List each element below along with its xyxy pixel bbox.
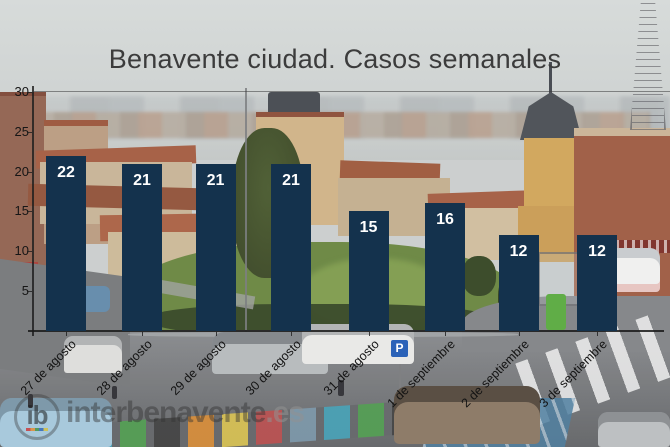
- x-tick-mark: [291, 332, 292, 336]
- watermark-brand-tld: .es: [265, 396, 305, 429]
- y-axis-line: [32, 86, 34, 336]
- watermark-logo-text: ib: [26, 399, 48, 430]
- photo-sign-pole: [399, 352, 401, 404]
- bar-value-label: 21: [282, 171, 300, 189]
- x-tick-mark: [66, 332, 67, 336]
- y-tick-mark: [27, 251, 32, 253]
- photo-recycle-bin: [546, 294, 566, 330]
- photo-car-silver-br: [598, 412, 670, 447]
- x-tick-mark: [518, 332, 520, 336]
- bar: [271, 163, 311, 331]
- photo-pedestrian-3: [338, 380, 344, 396]
- bar-value-label: 22: [57, 163, 75, 181]
- parking-sign: P: [391, 340, 408, 357]
- bar-value-label: 15: [359, 219, 378, 237]
- bar: [46, 155, 86, 331]
- y-tick-label: 25: [14, 123, 29, 139]
- y-tick-mark: [27, 211, 32, 213]
- chart-title: Benavente ciudad. Casos semanales: [108, 44, 562, 74]
- watermark-logo: ib: [14, 394, 60, 440]
- y-tick-mark: [27, 131, 32, 133]
- photo-bush-1: [462, 256, 496, 296]
- watermark-brand-name: interbenavente: [66, 396, 266, 429]
- y-tick-mark: [27, 291, 32, 293]
- y-tick-label: 10: [14, 243, 29, 259]
- bar: [577, 235, 617, 331]
- x-tick-mark: [445, 332, 446, 336]
- x-tick-mark: [142, 332, 143, 336]
- photo-church-spire: [549, 62, 552, 96]
- watermark-brand: interbenavente.es: [66, 396, 305, 430]
- bar: [122, 163, 162, 331]
- y-tick-label: 20: [14, 163, 29, 179]
- x-tick-mark: [215, 332, 217, 336]
- y-tick-label: 5: [21, 283, 29, 299]
- x-axis-line: [28, 330, 664, 332]
- bar-value-label: 21: [206, 171, 225, 189]
- bar: [348, 211, 389, 331]
- bar: [498, 235, 539, 331]
- bar: [195, 163, 236, 331]
- bar-value-label: 21: [133, 171, 151, 189]
- bar-value-label: 12: [588, 243, 606, 261]
- bar-value-label: 12: [509, 243, 528, 261]
- y-tick-mark: [27, 171, 32, 173]
- watermark: ib interbenavente.es: [14, 394, 305, 440]
- x-tick-mark: [597, 332, 598, 336]
- bar: [425, 203, 465, 331]
- y-tick-label: 30: [14, 83, 29, 99]
- photo-lamp-pole: [245, 88, 247, 332]
- gridline-30: [34, 91, 670, 92]
- photo-minivan-brown: [394, 386, 540, 444]
- x-tick-mark: [368, 332, 370, 336]
- photo-pedestrian-2: [112, 386, 117, 399]
- y-tick-label: 15: [14, 203, 29, 219]
- bar-value-label: 16: [436, 211, 454, 229]
- y-tick-mark: [27, 91, 32, 93]
- watermark-logo-colorstrip: [26, 427, 48, 431]
- photo-car-white-left: [64, 336, 122, 373]
